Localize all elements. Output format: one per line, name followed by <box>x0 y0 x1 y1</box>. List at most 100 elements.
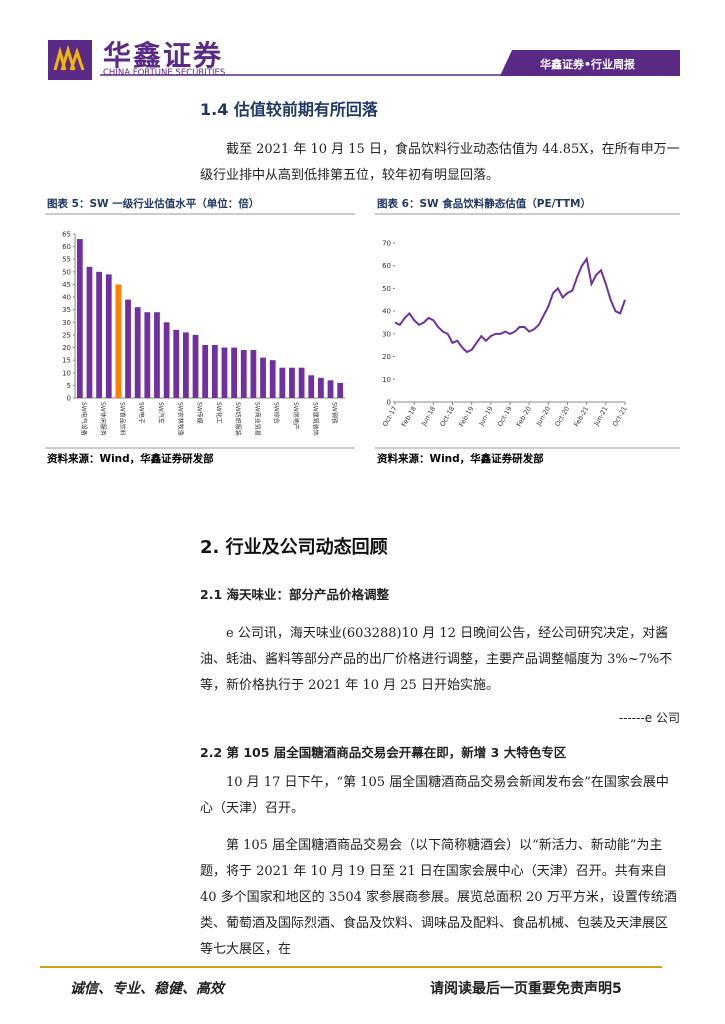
bar <box>327 380 334 398</box>
y-tick-label: 25 <box>62 331 71 339</box>
y-tick-label: 30 <box>382 330 391 338</box>
paragraph: 截至 2021 年 10 月 15 日，食品饮料行业动态估值为 44.85X，在… <box>200 142 680 183</box>
bar <box>192 334 199 398</box>
bar <box>221 347 228 398</box>
y-tick-label: 5 <box>67 382 71 390</box>
logo-name: 华鑫证券 <box>103 39 224 72</box>
x-tick-label: SW钢铁 <box>331 402 339 424</box>
bar <box>318 377 324 398</box>
y-tick-label: 10 <box>62 369 71 377</box>
y-tick-label: 70 <box>382 240 391 248</box>
y-tick-label: 40 <box>62 294 71 302</box>
y-tick-label: 60 <box>382 262 391 270</box>
y-tick-label: 50 <box>382 285 391 293</box>
figure-title: 图表 6：SW 食品饮料静态估值（PE/TTM） <box>377 197 591 210</box>
footer-disclaimer: 请阅读最后一页重要免责声明5 <box>430 981 622 997</box>
y-tick-label: 35 <box>62 306 71 314</box>
y-tick-label: 45 <box>62 281 71 289</box>
bar <box>163 322 170 398</box>
x-tick-label: Jun-18 <box>419 405 437 428</box>
y-tick-label: 15 <box>62 357 71 365</box>
subsection-heading: 2.1 海天味业：部分产品价格调整 <box>200 587 389 602</box>
x-tick-label: Oct-18 <box>438 405 456 428</box>
figure-source: 资料来源：Wind，华鑫证券研发部 <box>47 452 214 465</box>
x-tick-label: SW房地产 <box>292 402 300 430</box>
bar <box>76 239 83 398</box>
y-tick-label: 20 <box>62 344 71 352</box>
x-tick-label: Oct-17 <box>381 405 399 428</box>
footer-rule <box>40 966 662 968</box>
x-tick-label: Feb-19 <box>457 405 475 428</box>
bar <box>250 350 257 398</box>
bar <box>279 367 286 398</box>
chart: 图表 5：SW 一级行业估值水平（单位：倍） 资料来源：Wind，华鑫证券研发部 0… <box>45 197 355 465</box>
bar <box>105 274 112 398</box>
x-tick-label: Jun-21 <box>592 405 610 428</box>
paragraph: 第 105 届全国糖酒商品交易会（以下简称糖酒会）以“新活力、新动能”为主题，将… <box>200 838 677 957</box>
bar <box>289 367 295 398</box>
bar <box>298 367 305 398</box>
bar <box>173 329 180 398</box>
x-tick-label: SW休闲服务 <box>99 402 107 436</box>
bar <box>96 271 102 398</box>
x-tick-label: Oct-21 <box>611 405 629 428</box>
logo-icon <box>53 44 85 71</box>
bar <box>115 284 122 398</box>
x-tick-label: SW电子 <box>138 402 146 424</box>
x-tick-label: SW商业贸易 <box>253 402 261 436</box>
line-series <box>394 256 626 354</box>
section-heading: 2. 行业及公司动态回顾 <box>200 537 388 558</box>
y-tick-label: 30 <box>62 319 71 327</box>
y-tick-label: 50 <box>62 268 71 276</box>
paragraph-source: ------e 公司 <box>618 711 680 725</box>
figure-title: 图表 5：SW 一级行业估值水平（单位：倍） <box>47 197 259 210</box>
x-tick-label: SW汽车 <box>157 402 165 424</box>
bar <box>134 307 141 398</box>
chart: 图表 6：SW 食品饮料静态估值（PE/TTM） 资料来源：Wind，华鑫证券研发… <box>375 197 680 465</box>
bar <box>202 345 209 398</box>
bar <box>269 360 276 398</box>
bar <box>231 347 237 398</box>
y-tick-label: 40 <box>382 308 391 316</box>
logo-english: CHINA FORTUNE SECURITIES <box>103 68 226 78</box>
x-tick-label: Oct-19 <box>496 405 514 428</box>
bar <box>337 382 344 398</box>
header-band <box>500 50 680 76</box>
bar <box>308 375 315 398</box>
x-tick-label: Jun-20 <box>534 405 552 428</box>
y-tick-label: 20 <box>382 353 391 361</box>
section-heading: 1.4 估值较前期有所回落 <box>200 100 378 119</box>
figure-source: 资料来源：Wind，华鑫证券研发部 <box>377 452 544 465</box>
x-tick-label: Jun-19 <box>477 405 495 428</box>
y-tick-label: 10 <box>382 376 391 384</box>
x-tick-label: SW化工 <box>215 402 223 424</box>
y-tick-label: 0 <box>387 399 391 407</box>
header-graphics <box>48 40 680 80</box>
footer-motto: 诚信、专业、稳健、高效 <box>70 981 224 997</box>
x-tick-label: SW食品饮料 <box>118 402 126 436</box>
bar <box>125 299 131 398</box>
x-tick-label: Feb-20 <box>515 405 533 428</box>
report-type: 华鑫证券•行业周报 <box>540 58 636 71</box>
bar <box>86 266 93 398</box>
bar <box>211 345 218 398</box>
paragraph: e 公司讯，海天味业(603288)10 月 12 日晚间公告，经公司研究决定，… <box>200 626 673 693</box>
bar <box>260 357 266 398</box>
x-tick-label: SW综合 <box>273 402 281 424</box>
y-tick-label: 55 <box>62 256 71 264</box>
x-tick-label: SW纺织服装 <box>234 402 242 436</box>
bar <box>183 332 189 398</box>
x-tick-label: SW传媒 <box>196 402 204 424</box>
bar <box>240 350 247 398</box>
bar <box>144 312 151 398</box>
paragraph: 10 月 17 日下午，“第 105 届全国糖酒商品交易会新闻发布会”在国家会展… <box>200 775 669 816</box>
x-tick-label: Oct-20 <box>553 405 571 428</box>
x-tick-label: SW建筑装饰 <box>311 402 319 436</box>
y-tick-label: 60 <box>62 243 71 251</box>
x-tick-label: SW电气设备 <box>80 402 88 436</box>
y-tick-label: 65 <box>62 231 71 239</box>
x-tick-label: SW农林牧渔 <box>176 402 184 436</box>
y-tick-label: 0 <box>67 395 71 403</box>
x-tick-label: Feb-18 <box>400 405 418 428</box>
